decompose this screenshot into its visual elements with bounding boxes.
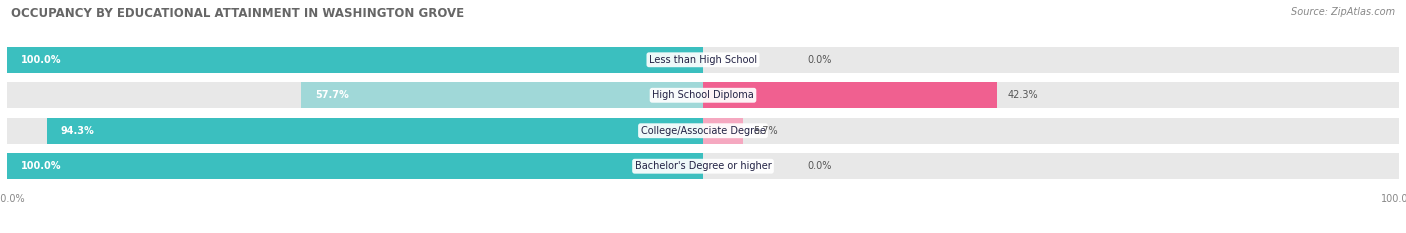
Bar <box>46 118 703 144</box>
Bar <box>7 47 703 72</box>
Text: Bachelor's Degree or higher: Bachelor's Degree or higher <box>634 161 772 171</box>
Text: 57.7%: 57.7% <box>315 90 349 100</box>
Text: Source: ZipAtlas.com: Source: ZipAtlas.com <box>1291 7 1395 17</box>
Bar <box>703 82 997 108</box>
Text: College/Associate Degree: College/Associate Degree <box>641 126 765 136</box>
Text: OCCUPANCY BY EDUCATIONAL ATTAINMENT IN WASHINGTON GROVE: OCCUPANCY BY EDUCATIONAL ATTAINMENT IN W… <box>11 7 464 20</box>
Text: 0.0%: 0.0% <box>807 161 832 171</box>
Bar <box>703 82 1399 108</box>
Text: 5.7%: 5.7% <box>754 126 778 136</box>
Text: High School Diploma: High School Diploma <box>652 90 754 100</box>
Text: Less than High School: Less than High School <box>650 55 756 65</box>
Bar <box>703 118 1399 144</box>
Bar <box>703 154 1399 179</box>
Bar <box>703 47 1399 72</box>
Text: 42.3%: 42.3% <box>1008 90 1039 100</box>
Bar <box>7 154 703 179</box>
Text: 0.0%: 0.0% <box>807 55 832 65</box>
Bar <box>7 154 703 179</box>
Bar <box>703 118 742 144</box>
Text: 100.0%: 100.0% <box>21 161 62 171</box>
Bar <box>7 47 703 72</box>
Text: 100.0%: 100.0% <box>21 55 62 65</box>
Bar <box>7 118 703 144</box>
Bar <box>301 82 703 108</box>
Text: 94.3%: 94.3% <box>60 126 94 136</box>
Bar <box>7 82 703 108</box>
